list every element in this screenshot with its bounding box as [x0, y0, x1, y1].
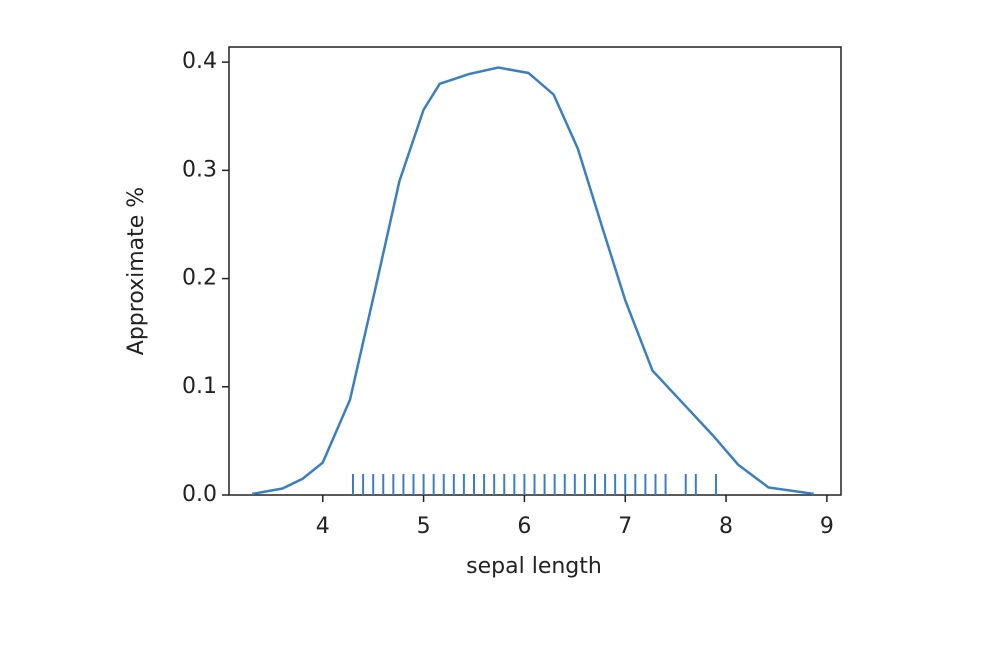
x-tick-label: 9 [820, 514, 834, 539]
x-tick-label: 5 [417, 514, 431, 539]
x-tick-label: 6 [517, 514, 531, 539]
y-tick-label: 0.1 [182, 374, 217, 399]
y-tick-label: 0.4 [182, 49, 217, 74]
density-line [251, 66, 814, 496]
x-axis-label: sepal length [466, 554, 602, 579]
x-tick-label: 7 [618, 514, 632, 539]
x-tick-label: 4 [316, 514, 330, 539]
y-axis-label: Approximate % [124, 187, 149, 355]
y-tick-label: 0.0 [182, 482, 217, 507]
y-tick-label: 0.3 [182, 157, 217, 182]
y-tick-label: 0.2 [182, 266, 217, 291]
x-tick-label: 8 [719, 514, 733, 539]
plot-frame [228, 46, 842, 496]
